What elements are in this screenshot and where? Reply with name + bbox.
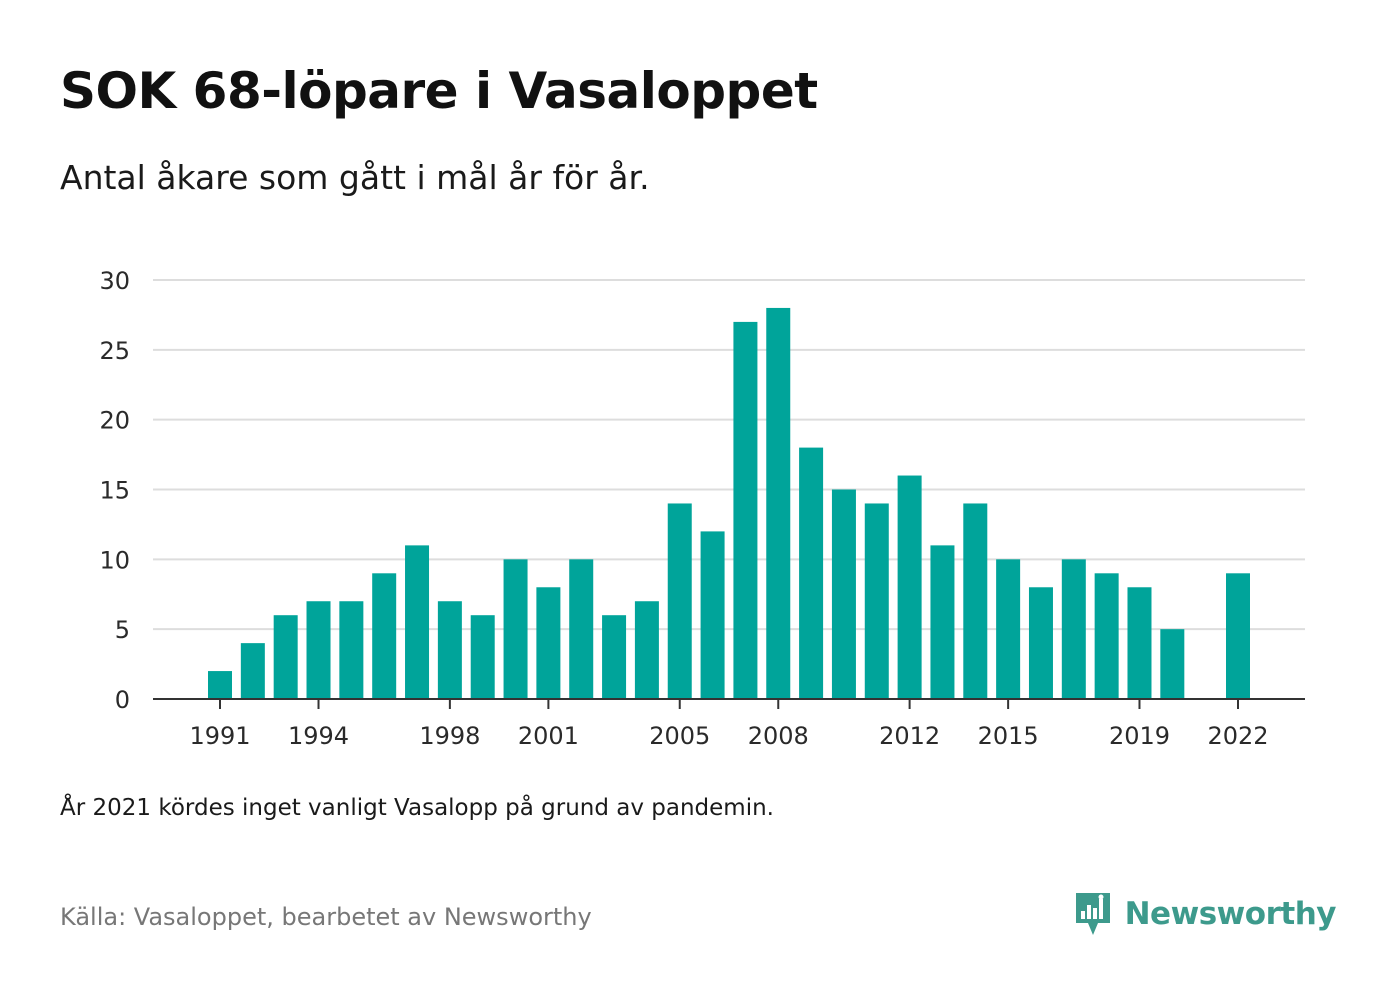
bar-2019 (1127, 587, 1152, 699)
x-tick-label: 2012 (879, 722, 940, 750)
x-tick-label: 2008 (748, 722, 809, 750)
y-tick-label: 20 (99, 407, 130, 435)
bar-2022 (1226, 573, 1250, 699)
x-tick-label: 2019 (1109, 722, 1170, 750)
y-tick-label: 0 (115, 686, 130, 714)
x-axis-ticks: 1991 1994 1998 2001 2005 2008 2012 2015 2019 2022 (189, 699, 1269, 750)
x-tick-label: 1991 (189, 722, 250, 750)
bar-2004 (634, 601, 659, 699)
y-axis-ticks: 0 5 10 15 20 25 30 (99, 267, 130, 714)
bar-1998 (437, 601, 462, 699)
bar-2018 (1094, 573, 1119, 699)
bar-2014 (963, 503, 988, 699)
bar-2006 (700, 531, 725, 699)
bar-2003 (602, 615, 627, 699)
bar-1999 (470, 615, 495, 699)
x-tick-label: 2001 (518, 722, 579, 750)
gridlines (153, 279, 1305, 631)
bar-2008 (766, 307, 791, 699)
bars (208, 307, 1250, 699)
y-tick-label: 15 (99, 477, 130, 505)
x-tick-label: 1998 (419, 722, 480, 750)
bar-1995 (339, 601, 364, 699)
bar-1997 (405, 545, 430, 699)
bar-2007 (733, 321, 758, 699)
bar-chart: 0 5 10 15 20 25 30 1991 1994 1998 2001 2005 2008 201… (99, 267, 1305, 750)
bar-2001 (536, 587, 561, 699)
bar-2002 (569, 559, 594, 699)
bar-1994 (306, 601, 331, 699)
bar-2017 (1061, 559, 1086, 699)
brand-name: Newsworthy (1124, 896, 1337, 932)
bar-1996 (372, 573, 397, 699)
x-tick-label: 2005 (649, 722, 710, 750)
bar-2010 (831, 489, 856, 699)
chart-subtitle: Antal åkare som gått i mål år för år. (60, 158, 650, 197)
x-tick-label: 2015 (978, 722, 1039, 750)
y-tick-label: 25 (99, 337, 130, 365)
bar-1993 (273, 615, 298, 699)
bar-2011 (864, 503, 889, 699)
y-tick-label: 10 (99, 546, 130, 574)
bar-2012 (897, 475, 922, 699)
x-tick-label: 2022 (1207, 722, 1268, 750)
newsworthy-logo-icon (1075, 893, 1110, 935)
y-tick-label: 5 (115, 616, 130, 644)
bar-1991 (208, 671, 232, 699)
x-tick-label: 1994 (288, 722, 349, 750)
y-tick-label: 30 (99, 267, 130, 295)
bar-2015 (996, 559, 1021, 699)
bar-2013 (930, 545, 955, 699)
bar-2016 (1028, 587, 1053, 699)
bar-1992 (240, 643, 265, 699)
bar-2005 (667, 503, 692, 699)
bar-2000 (503, 559, 528, 699)
chart-note: År 2021 kördes inget vanligt Vasalopp på… (60, 795, 774, 821)
brand-logo[interactable]: Newsworthy (1073, 890, 1337, 938)
source-text: Källa: Vasaloppet, bearbetet av Newswort… (60, 903, 592, 931)
chart-title: SOK 68-löpare i Vasaloppet (60, 62, 818, 120)
bar-2020 (1160, 629, 1185, 699)
bar-2009 (799, 447, 824, 699)
